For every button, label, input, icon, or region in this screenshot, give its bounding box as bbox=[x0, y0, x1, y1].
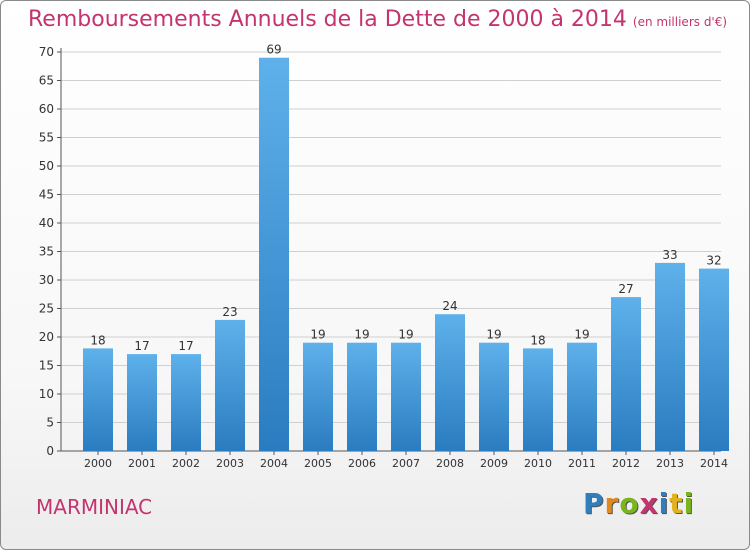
chart-title-text: Remboursements Annuels de la Dette de 20… bbox=[28, 7, 627, 32]
bar-2008 bbox=[435, 314, 465, 451]
bar-value-label: 18 bbox=[90, 333, 105, 347]
y-tick-label: 50 bbox=[39, 159, 54, 173]
bar-2003 bbox=[215, 319, 245, 451]
logo-letter: i bbox=[658, 487, 670, 520]
x-tick-label: 2014 bbox=[700, 457, 728, 470]
logo-letter: r bbox=[604, 487, 620, 520]
y-tick-label: 65 bbox=[39, 74, 54, 88]
logo-letter: x bbox=[639, 487, 659, 520]
logo-letter: o bbox=[619, 487, 640, 520]
y-tick-label: 25 bbox=[39, 302, 54, 316]
x-tick-label: 2003 bbox=[216, 457, 244, 470]
proxiti-logo[interactable]: Proxiti bbox=[583, 487, 694, 520]
logo-letter: i bbox=[683, 487, 695, 520]
x-tick-label: 2009 bbox=[480, 457, 508, 470]
chart-unit: (en milliers d'€) bbox=[632, 15, 728, 29]
x-tick-label: 2010 bbox=[524, 457, 552, 470]
y-tick-label: 15 bbox=[39, 359, 54, 373]
bar-value-label: 23 bbox=[222, 305, 237, 319]
y-tick-label: 0 bbox=[46, 444, 54, 458]
bar-2004 bbox=[259, 57, 289, 451]
bar-value-label: 19 bbox=[398, 328, 413, 342]
bar-value-label: 24 bbox=[442, 299, 457, 313]
x-tick-label: 2004 bbox=[260, 457, 288, 470]
bar-2006 bbox=[347, 342, 377, 451]
bar-2002 bbox=[171, 354, 201, 451]
x-tick-label: 2006 bbox=[348, 457, 376, 470]
x-tick-label: 2012 bbox=[612, 457, 640, 470]
logo-letter: t bbox=[669, 487, 684, 520]
chart-title: Remboursements Annuels de la Dette de 20… bbox=[28, 7, 727, 32]
bar-value-label: 17 bbox=[134, 339, 149, 353]
bar-value-label: 19 bbox=[486, 328, 501, 342]
labels: 0 5 10 15 20 25 30 35 40 45 50 55 60 65 70 18 2000 17 2001… bbox=[39, 43, 728, 470]
x-tick-label: 2008 bbox=[436, 457, 464, 470]
bar-2001 bbox=[127, 354, 157, 451]
x-tick-label: 2005 bbox=[304, 457, 332, 470]
y-tick-label: 40 bbox=[39, 216, 54, 230]
bar-2005 bbox=[303, 342, 333, 451]
bar-2011 bbox=[567, 342, 597, 451]
x-tick-label: 2013 bbox=[656, 457, 684, 470]
y-tick-label: 20 bbox=[39, 330, 54, 344]
y-tick-label: 55 bbox=[39, 131, 54, 145]
logo-letter: P bbox=[583, 487, 605, 520]
bar-2012 bbox=[611, 297, 641, 451]
y-tick-label: 45 bbox=[39, 188, 54, 202]
bar-2013 bbox=[655, 262, 685, 451]
bar-value-label: 27 bbox=[618, 282, 633, 296]
y-tick-label: 70 bbox=[39, 45, 54, 59]
bar-value-label: 17 bbox=[178, 339, 193, 353]
x-tick-label: 2000 bbox=[84, 457, 112, 470]
bar-2000 bbox=[83, 348, 113, 451]
bar-2007 bbox=[391, 342, 421, 451]
bar-value-label: 19 bbox=[574, 328, 589, 342]
bar-value-label: 19 bbox=[310, 328, 325, 342]
bar-value-label: 19 bbox=[354, 328, 369, 342]
bar-value-label: 18 bbox=[530, 333, 545, 347]
bars bbox=[83, 57, 729, 451]
bar-2010 bbox=[523, 348, 553, 451]
x-tick-label: 2002 bbox=[172, 457, 200, 470]
bar-value-label: 32 bbox=[706, 254, 721, 268]
x-tick-label: 2011 bbox=[568, 457, 596, 470]
bar-value-label: 69 bbox=[266, 43, 281, 57]
x-tick-label: 2001 bbox=[128, 457, 156, 470]
y-tick-label: 60 bbox=[39, 102, 54, 116]
bar-2014 bbox=[699, 268, 729, 451]
bar-2009 bbox=[479, 342, 509, 451]
bar-value-label: 33 bbox=[662, 248, 677, 262]
commune-name: MARMINIAC bbox=[36, 495, 153, 519]
y-tick-label: 10 bbox=[39, 387, 54, 401]
y-tick-label: 30 bbox=[39, 273, 54, 287]
y-tick-label: 5 bbox=[46, 416, 54, 430]
y-tick-label: 35 bbox=[39, 245, 54, 259]
x-tick-label: 2007 bbox=[392, 457, 420, 470]
